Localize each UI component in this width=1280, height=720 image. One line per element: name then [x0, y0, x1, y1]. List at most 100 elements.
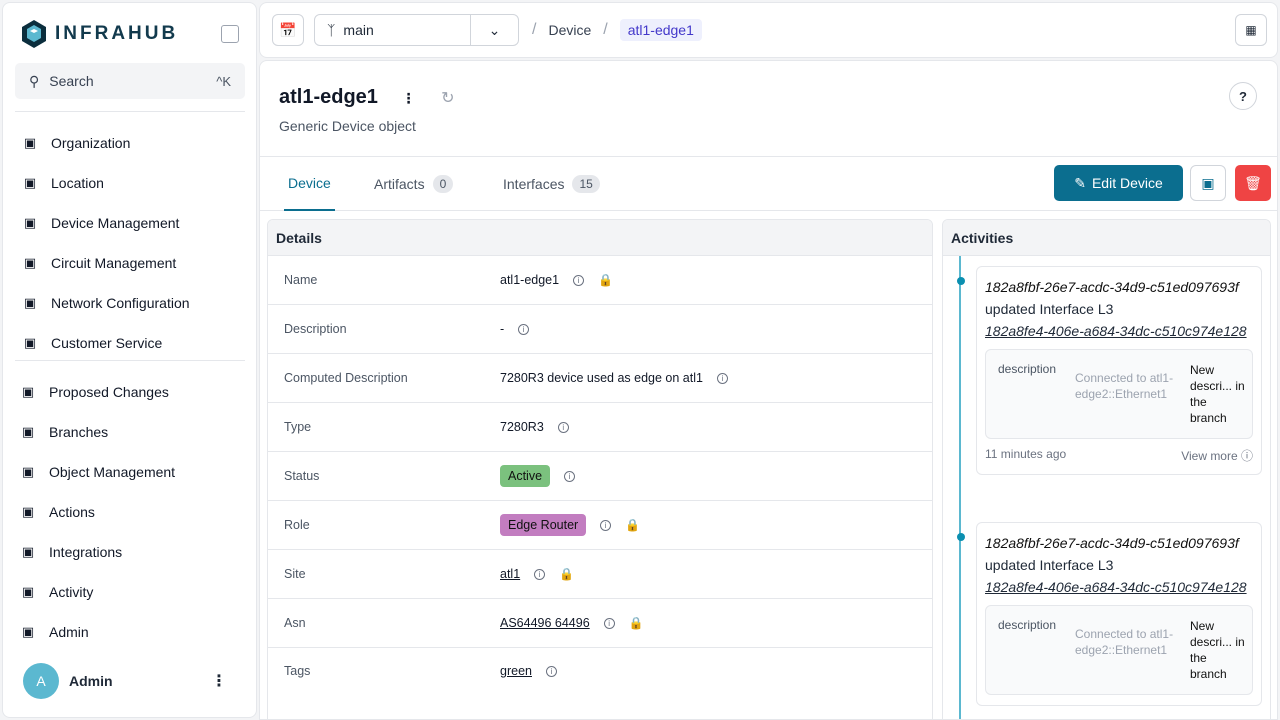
info-icon[interactable]: i — [603, 617, 615, 629]
status-badge: Edge Router — [500, 514, 587, 536]
chart-icon: ▣ — [21, 584, 35, 599]
sidebar-item-admin[interactable]: ▣ Admin — [21, 624, 89, 640]
circuit-icon: ▣ — [23, 255, 37, 270]
value-link[interactable]: AS64496 64496 — [500, 616, 590, 630]
detail-row: Name atl1-edge1 i 🔒 — [268, 256, 932, 305]
detail-row: Status Active i — [268, 452, 932, 501]
page-subtitle: Generic Device object — [279, 118, 416, 134]
info-icon[interactable]: i — [600, 519, 612, 531]
status-badge: Active — [500, 465, 551, 487]
sidebar-item-object-management[interactable]: ▣ Object Management — [21, 464, 176, 480]
timeline-dot — [957, 277, 965, 285]
scan-icon: ▣ — [1201, 174, 1215, 191]
plug-icon: ▣ — [21, 544, 35, 559]
gear-icon: ▣ — [21, 624, 35, 639]
proposed-changes-icon: ▣ — [21, 384, 35, 399]
info-icon[interactable]: i — [716, 372, 728, 384]
diff-box: description Connected to atl1-edge2::Eth… — [985, 349, 1253, 439]
target-link[interactable]: 182a8fe4-406e-a684-34dc-c510c974e128 — [985, 323, 1247, 339]
git-branch-icon: ᛉ — [327, 22, 336, 38]
sidebar-item-proposed-changes[interactable]: ▣ Proposed Changes — [21, 384, 169, 400]
activity-card: 182a8fbf-26e7-acdc-34d9-c51ed097693f upd… — [957, 266, 1262, 475]
lock-icon: 🔒 — [598, 273, 614, 287]
info-icon[interactable]: i — [557, 421, 569, 433]
info-icon[interactable]: i — [534, 568, 546, 580]
calendar-clock-icon: 📅 — [279, 21, 297, 38]
details-title: Details — [268, 220, 932, 256]
divider — [15, 111, 245, 112]
details-panel: Details Name atl1-edge1 i 🔒 Description - i Com… — [267, 219, 933, 719]
server-icon: ▣ — [23, 215, 37, 230]
sidebar-item-circuit-management[interactable]: ▣ Circuit Management — [23, 255, 177, 271]
apps-icon: ▦ — [1245, 23, 1257, 37]
page-title: atl1-edge1 ⋮ ↻ — [279, 86, 455, 108]
value-link[interactable]: atl1 — [500, 567, 521, 581]
sidebar-item-activity[interactable]: ▣ Activity — [21, 584, 94, 600]
view-more-link[interactable]: View more ⓘ — [1181, 449, 1253, 463]
info-icon[interactable]: i — [564, 470, 576, 482]
collapse-sidebar-icon[interactable] — [221, 25, 239, 43]
calendar-clock-button[interactable]: 📅 — [272, 14, 304, 46]
sidebar-item-network-configuration[interactable]: ▣ Network Configuration — [23, 295, 190, 311]
pin-icon: ▣ — [23, 175, 37, 190]
sidebar: INFRAHUB ⚲ Search ^K ▣ Organization ▣ Locat… — [2, 2, 257, 718]
sidebar-item-organization[interactable]: ▣ Organization — [23, 135, 131, 151]
trash-icon: 🗑 — [1244, 174, 1262, 191]
info-icon[interactable]: i — [545, 665, 557, 677]
sidebar-item-integrations[interactable]: ▣ Integrations — [21, 544, 123, 560]
nav-menu: ▣ Organization ▣ Location ▣ Device Management… — [23, 123, 243, 351]
breadcrumb-device[interactable]: Device — [548, 22, 592, 38]
service-icon: ▣ — [23, 335, 37, 350]
logo[interactable]: INFRAHUB — [21, 19, 178, 49]
detail-row: Asn AS64496 64496 i 🔒 — [268, 599, 932, 648]
main-content: atl1-edge1 ⋮ ↻ Generic Device object ? D… — [259, 60, 1278, 720]
refresh-icon[interactable]: ↻ — [441, 90, 455, 107]
activities-panel: Activities 182a8fbf-26e7-acdc-34d9-c51ed… — [942, 219, 1271, 719]
network-icon: ▣ — [23, 295, 37, 310]
more-vertical-icon[interactable]: ⋮ — [401, 90, 416, 106]
diff-box: description Connected to atl1-edge2::Eth… — [985, 605, 1253, 695]
generate-button[interactable]: ▣ — [1190, 165, 1226, 201]
tab-device[interactable]: Device — [284, 157, 335, 211]
breadcrumb-current[interactable]: atl1-edge1 — [619, 19, 702, 41]
detail-row: Computed Description 7280R3 device used a… — [268, 354, 932, 403]
nav-menu-secondary: ▣ Proposed Changes ▣ Branches ▣ Object Manage… — [21, 372, 241, 652]
rocket-icon: ▣ — [21, 504, 35, 519]
sidebar-item-actions[interactable]: ▣ Actions — [21, 504, 95, 520]
layers-icon: ▣ — [21, 424, 35, 439]
infrahub-logo-icon — [22, 20, 46, 48]
info-icon[interactable]: i — [518, 323, 530, 335]
tab-artifacts[interactable]: Artifacts 0 — [374, 157, 454, 211]
detail-row: Type 7280R3 i — [268, 403, 932, 452]
value-link[interactable]: green — [500, 664, 532, 678]
lock-icon: 🔒 — [628, 616, 644, 630]
apps-button[interactable]: ▦ — [1235, 14, 1267, 46]
user-menu[interactable]: A Admin ⋮ — [23, 663, 243, 699]
target-link[interactable]: 182a8fe4-406e-a684-34dc-c510c974e128 — [985, 579, 1247, 595]
info-icon[interactable]: i — [573, 274, 585, 286]
sidebar-item-location[interactable]: ▣ Location — [23, 175, 104, 191]
edit-device-button[interactable]: ✎ Edit Device — [1054, 165, 1183, 201]
detail-row: Role Edge Router i 🔒 — [268, 501, 932, 550]
lock-icon: 🔒 — [559, 567, 575, 581]
sidebar-item-branches[interactable]: ▣ Branches — [21, 424, 109, 440]
search-button[interactable]: ⚲ Search ^K — [15, 63, 245, 99]
help-button[interactable]: ? — [1229, 82, 1257, 110]
breadcrumb: / Device / atl1-edge1 — [532, 19, 702, 41]
activities-title: Activities — [943, 220, 1270, 256]
activity-card: 182a8fbf-26e7-acdc-34d9-c51ed097693f upd… — [957, 522, 1262, 706]
branch-selector[interactable]: ᛉ main ⌄ — [314, 14, 519, 46]
tab-interfaces[interactable]: Interfaces 15 — [503, 157, 600, 211]
timeline-line — [959, 256, 961, 719]
chevron-down-icon[interactable]: ⌄ — [470, 15, 518, 45]
detail-row: Site atl1 i 🔒 — [268, 550, 932, 599]
lock-icon: 🔒 — [625, 518, 641, 532]
sidebar-item-device-management[interactable]: ▣ Device Management — [23, 215, 180, 231]
cube-icon: ▣ — [21, 464, 35, 479]
delete-button[interactable]: 🗑 — [1235, 165, 1271, 201]
pencil-icon: ✎ — [1074, 174, 1086, 191]
avatar: A — [23, 663, 59, 699]
tabs: Device Artifacts 0 Interfaces 15 — [260, 156, 1277, 211]
sidebar-item-customer-service[interactable]: ▣ Customer Service — [23, 335, 163, 351]
more-vertical-icon[interactable]: ⋮ — [211, 673, 227, 690]
